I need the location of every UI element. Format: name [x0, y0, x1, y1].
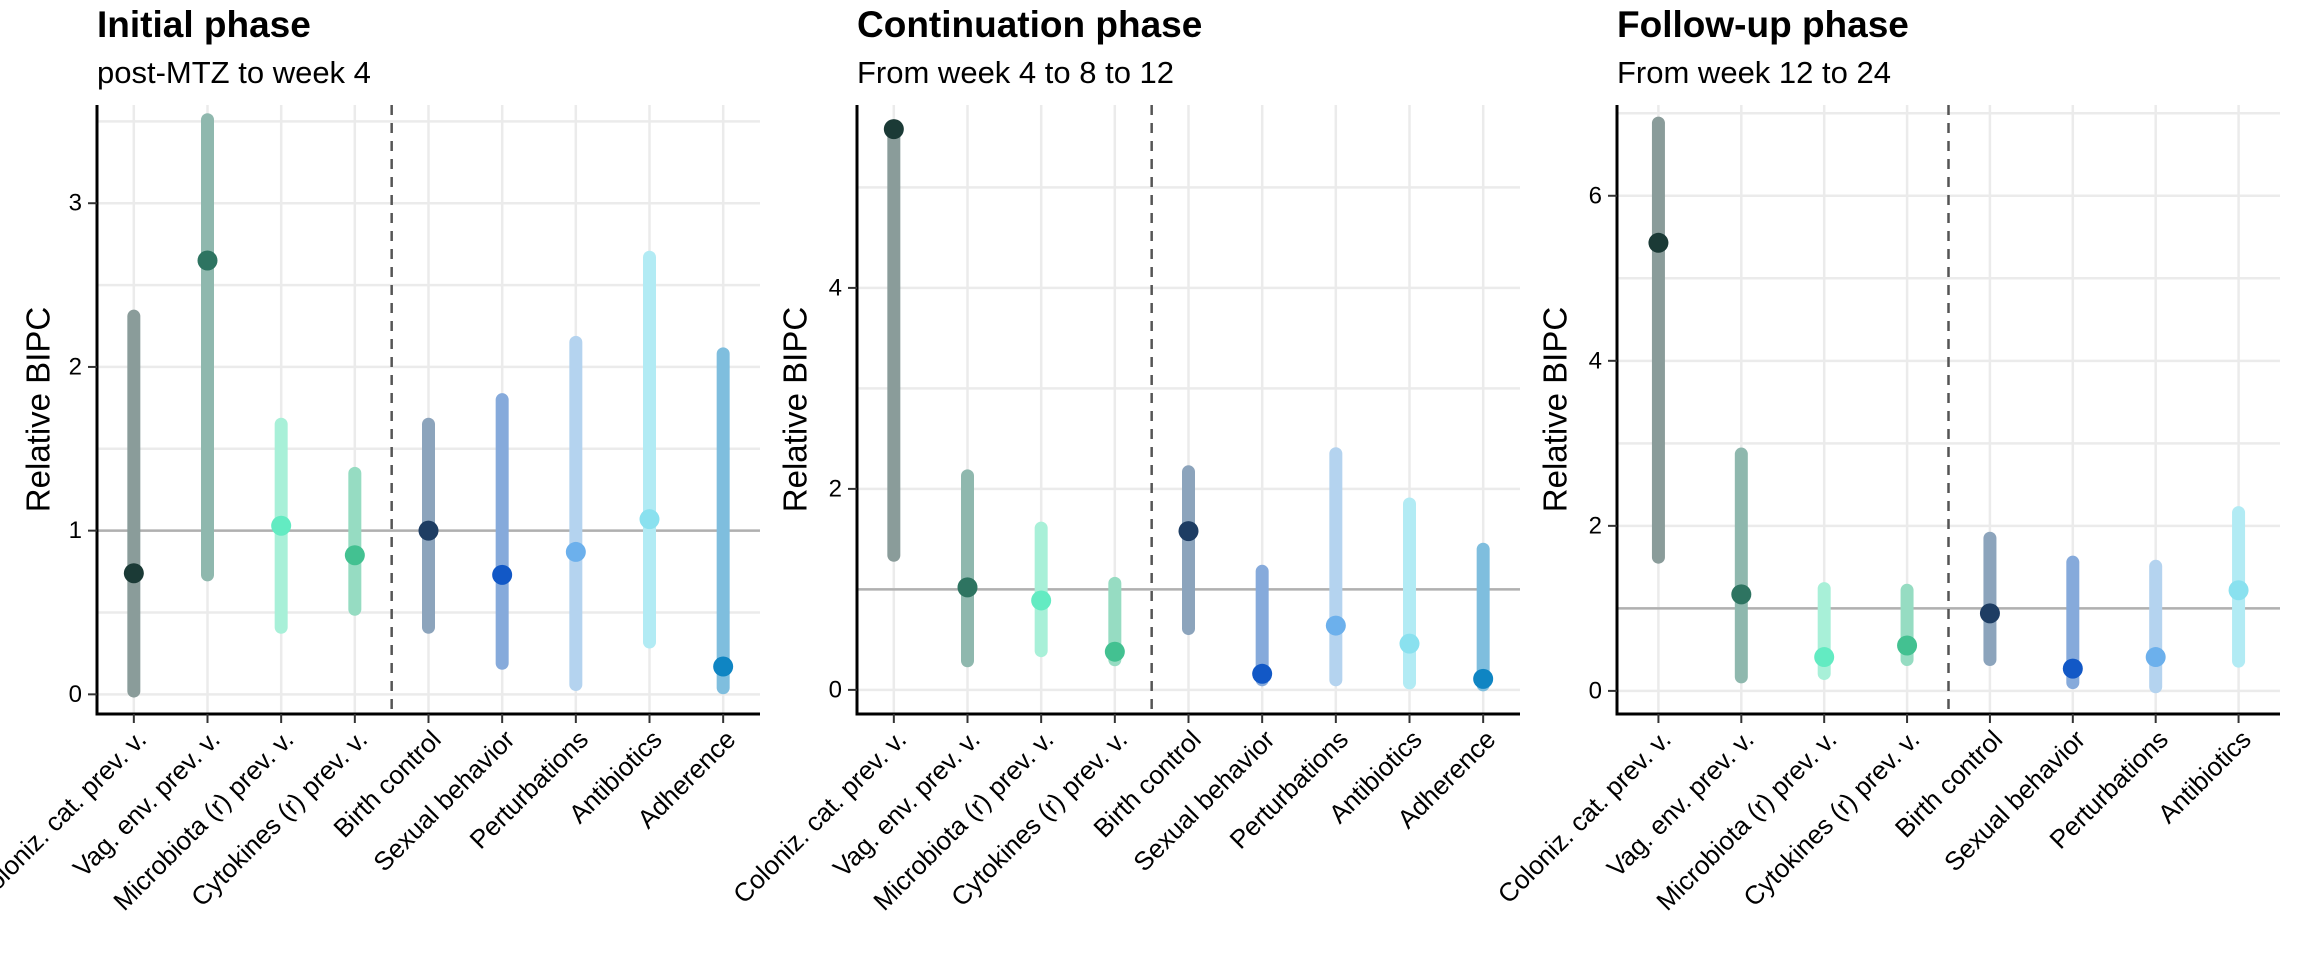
data-point [1473, 668, 1494, 689]
panel-2: Continuation phase From week 4 to 8 to 12… [727, 4, 1520, 916]
y-tick-label: 6 [1589, 182, 1602, 209]
data-point [1031, 590, 1052, 611]
point-ranges [883, 119, 1494, 692]
data-point [1979, 603, 2000, 624]
y-axis-label: Relative BIPC [777, 307, 814, 512]
data-point [1731, 584, 1752, 605]
data-point [1399, 633, 1420, 654]
panel-subtitle: From week 4 to 8 to 12 [857, 55, 1174, 90]
data-point [639, 509, 660, 530]
panel-title: Follow-up phase [1617, 4, 1909, 45]
data-point [957, 577, 978, 598]
data-point [197, 250, 218, 271]
data-point [1252, 663, 1273, 684]
panel-3: Follow-up phase From week 12 to 24 Relativ… [1492, 4, 2280, 916]
point-ranges [123, 113, 734, 698]
y-tick-label: 0 [829, 676, 842, 703]
data-point [1104, 641, 1125, 662]
x-tick-label: Sexual behavior [1938, 724, 2091, 877]
y-tick-label: 4 [829, 274, 842, 301]
data-point [713, 656, 734, 677]
data-point [1897, 635, 1918, 656]
data-point [492, 564, 513, 585]
y-tick-label: 2 [1589, 512, 1602, 539]
data-point [2145, 647, 2166, 668]
point-ranges [1648, 116, 2249, 694]
y-tick-label: 4 [1589, 347, 1602, 374]
y-tick-label: 0 [1589, 677, 1602, 704]
data-point [1814, 647, 1835, 668]
data-point [1325, 615, 1346, 636]
panel-1: Initial phase post-MTZ to week 4 Relative … [0, 4, 760, 916]
data-point [2228, 580, 2249, 601]
data-point [1178, 521, 1199, 542]
data-point [344, 545, 365, 566]
panel-subtitle: From week 12 to 24 [1617, 55, 1891, 90]
panel-title: Initial phase [97, 4, 311, 45]
y-tick-label: 3 [69, 190, 82, 217]
data-point [418, 520, 439, 541]
panel-subtitle: post-MTZ to week 4 [97, 55, 371, 90]
y-axis-label: Relative BIPC [1537, 307, 1574, 512]
data-point [123, 563, 144, 584]
y-tick-label: 0 [69, 681, 82, 708]
data-point [883, 119, 904, 140]
y-axis-label: Relative BIPC [20, 307, 57, 512]
data-point [271, 515, 292, 536]
x-tick-label: Vag. env. prev. v. [1601, 724, 1760, 883]
data-point [1648, 232, 1669, 253]
y-tick-label: 2 [829, 475, 842, 502]
y-tick-label: 1 [69, 517, 82, 544]
panel-title: Continuation phase [857, 4, 1202, 45]
data-point [565, 541, 586, 562]
y-tick-label: 2 [69, 353, 82, 380]
data-point [2062, 658, 2083, 679]
